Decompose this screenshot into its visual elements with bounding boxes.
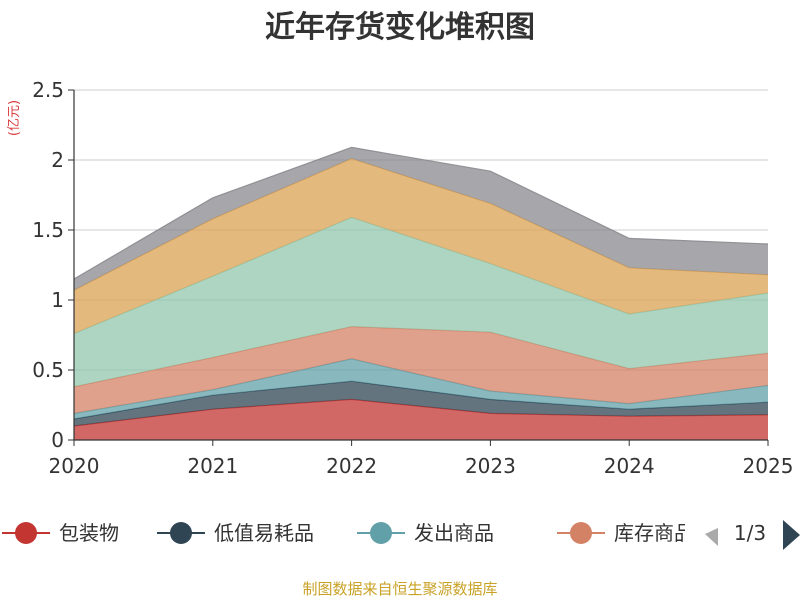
- legend-label: 库存商品: [614, 521, 694, 545]
- area-series-6: [74, 158, 768, 334]
- y-tick-label: 1: [51, 288, 64, 312]
- area-series-4: [74, 326, 768, 414]
- legend-label: 低值易耗品: [214, 521, 314, 545]
- legend-next-icon[interactable]: [783, 520, 800, 550]
- legend-item-2[interactable]: 低值易耗品: [157, 521, 314, 545]
- legend-pager[interactable]: 1/3: [705, 520, 800, 550]
- source-note: 制图数据来自恒生聚源数据库: [302, 580, 497, 598]
- legend-label: 包装物: [59, 521, 119, 545]
- legend-marker: [170, 522, 192, 544]
- axes: 0 0.5 1 1.5 2 2.5 2020 2021 2022 2023 2024 2025: [32, 78, 793, 478]
- area-series-5: [74, 217, 768, 387]
- legend-marker: [15, 522, 37, 544]
- legend-item-3[interactable]: 发出商品: [357, 521, 494, 545]
- y-tick-label: 0.5: [32, 358, 64, 382]
- legend-marker: [370, 522, 392, 544]
- legend-label: 发出商品: [414, 521, 494, 545]
- x-tick-label: 2024: [604, 454, 655, 478]
- area-series-line-7: [73, 146, 769, 280]
- area-series-3: [74, 358, 768, 419]
- x-tick-label: 2022: [326, 454, 377, 478]
- legend-prev-icon[interactable]: [705, 528, 718, 546]
- chart-title: 近年存货变化堆积图: [265, 10, 535, 45]
- area-series: [73, 146, 769, 440]
- y-tick-label: 2: [51, 148, 64, 172]
- area-series-7: [74, 147, 768, 291]
- area-series-2: [74, 381, 768, 426]
- x-tick-label: 2020: [49, 454, 100, 478]
- x-tick-label: 2021: [187, 454, 238, 478]
- y-tick-label: 2.5: [32, 78, 64, 102]
- y-axis-unit-label: (亿元): [7, 100, 22, 136]
- legend-item-4[interactable]: 库存商品: [557, 521, 694, 545]
- y-tick-label: 0: [51, 428, 64, 452]
- y-tick-label: 1.5: [32, 218, 64, 242]
- area-series-1: [74, 399, 768, 440]
- x-tick-label: 2023: [465, 454, 516, 478]
- legend-page-indicator: 1/3: [734, 521, 766, 545]
- x-tick-label: 2025: [743, 454, 794, 478]
- legend[interactable]: 包装物 低值易耗品 发出商品 库存商品: [2, 521, 694, 545]
- legend-item-1[interactable]: 包装物: [2, 521, 119, 545]
- legend-marker: [570, 522, 592, 544]
